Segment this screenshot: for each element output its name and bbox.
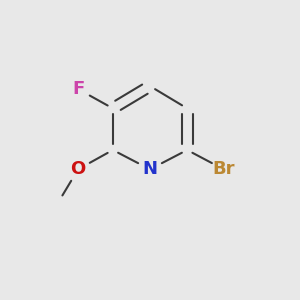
Text: F: F: [72, 80, 84, 98]
Text: N: N: [142, 160, 158, 178]
Text: O: O: [70, 160, 86, 178]
Text: Br: Br: [212, 160, 235, 178]
